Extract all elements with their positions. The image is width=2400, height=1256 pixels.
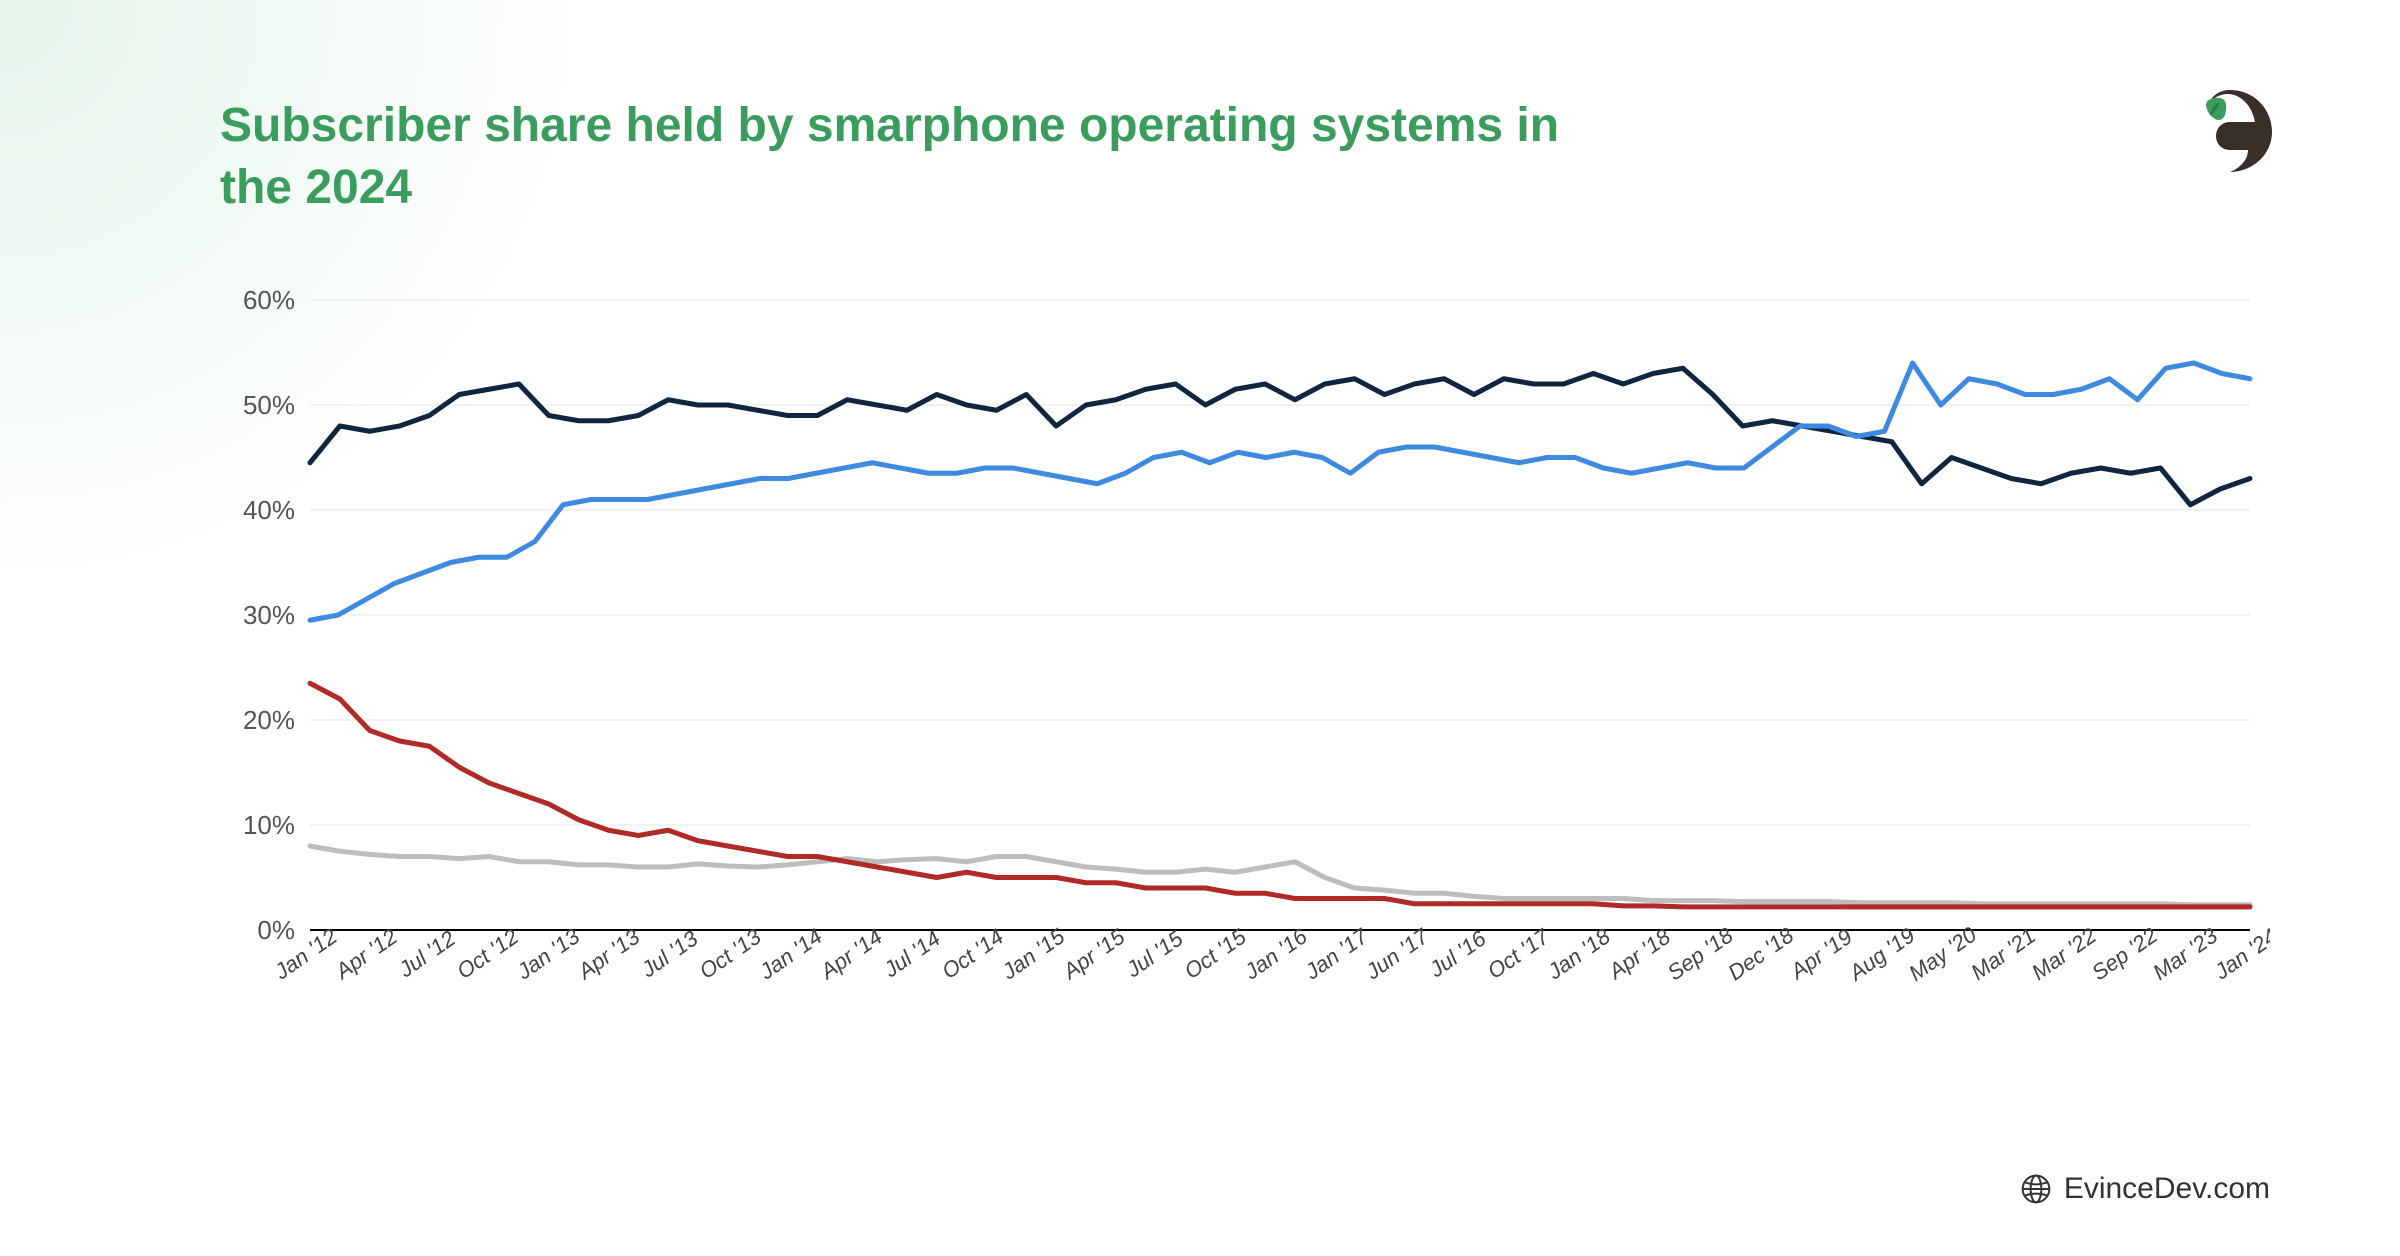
y-tick-label: 30% [243,600,295,630]
x-tick-label: Apr '15 [1057,923,1130,985]
x-tick-label: Mar '21 [1966,923,2040,985]
x-tick-label: Jan '17 [1300,923,1373,985]
x-tick-label: Sep '18 [1663,922,1739,985]
x-tick-label: Jun '17 [1360,923,1433,985]
x-tick-label: Apr '12 [329,924,402,985]
x-tick-label: Sep '22 [2087,922,2162,985]
x-tick-label: Jul '12 [393,926,460,983]
x-tick-label: Oct '12 [452,924,523,984]
x-tick-label: Oct '17 [1483,923,1554,983]
x-tick-label: Jan '13 [511,923,584,985]
y-tick-label: 20% [243,705,295,735]
x-tick-label: Dec '18 [1723,922,1799,985]
x-tick-label: Jul '15 [1121,925,1188,983]
x-tick-label: Apr '19 [1784,924,1857,985]
x-tick-label: Jan '14 [754,923,827,984]
footer-text: EvinceDev.com [2064,1172,2270,1206]
x-tick-label: Apr '18 [1602,923,1675,985]
x-tick-label: Aug '19 [1843,922,1920,986]
x-tick-label: Oct '13 [695,923,766,983]
x-tick-label: Jan '16 [1239,923,1312,985]
y-tick-label: 10% [243,810,295,840]
evincedev-logo [2180,80,2280,180]
line-chart: 0%10%20%30%40%50%60%Jan '12Apr '12Jul '1… [220,290,2270,1070]
x-tick-label: Jan '18 [1542,923,1615,985]
footer-attribution: EvinceDev.com [2020,1172,2270,1206]
x-tick-label: Mar '22 [2027,923,2101,985]
x-tick-label: Jul '16 [1424,925,1491,983]
series-red [310,683,2250,907]
x-tick-label: Apr '14 [814,924,887,985]
y-tick-label: 50% [243,390,295,420]
logo-svg [2180,80,2280,180]
chart-title: Subscriber share held by smarphone opera… [220,95,1620,220]
y-tick-label: 40% [243,495,295,525]
chart-svg: 0%10%20%30%40%50%60%Jan '12Apr '12Jul '1… [220,290,2270,1070]
x-tick-label: Jul '14 [878,926,945,983]
x-tick-label: Apr '13 [572,923,645,985]
x-tick-label: Oct '14 [937,924,1008,984]
x-tick-label: Oct '15 [1180,923,1251,983]
series-blue [310,363,2250,620]
x-tick-label: Jan '15 [996,923,1069,985]
y-tick-label: 60% [243,290,295,315]
globe-icon [2020,1173,2052,1205]
y-tick-label: 0% [257,915,295,945]
x-tick-label: Mar '23 [2148,922,2222,985]
x-tick-label: Jul '13 [636,925,703,983]
x-tick-label: Jan '24 [2209,923,2270,984]
